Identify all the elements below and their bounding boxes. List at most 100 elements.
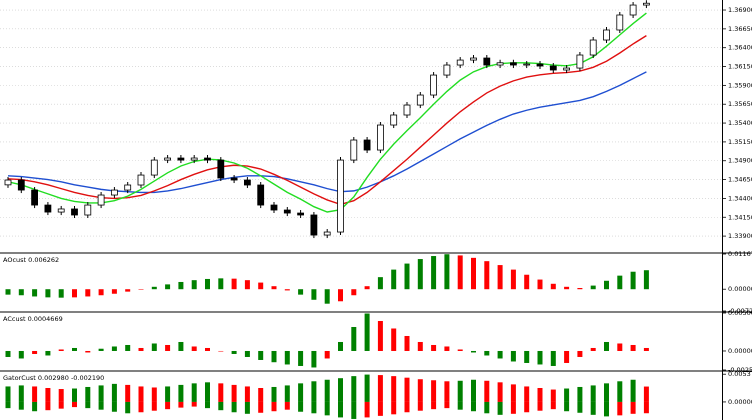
histogram-bar: [284, 401, 290, 410]
histogram-bar: [311, 350, 317, 368]
histogram-bar: [351, 401, 357, 419]
candle-body: [31, 189, 39, 206]
histogram-bar: [138, 289, 144, 290]
histogram-bar: [630, 344, 636, 351]
histogram-bar: [205, 401, 210, 409]
histogram-bar: [218, 383, 224, 402]
y-tick-label: 1.36650: [728, 25, 752, 33]
candle-body: [483, 57, 491, 66]
histogram-bar: [351, 376, 357, 402]
histogram-bar: [564, 388, 570, 402]
histogram-bar: [377, 320, 383, 351]
histogram-bar: [32, 289, 38, 297]
histogram-bar: [590, 401, 596, 415]
y-tick-label: 1.36900: [728, 6, 752, 14]
candle-body: [616, 14, 624, 31]
histogram-bar: [510, 384, 516, 402]
histogram-bar: [324, 350, 330, 359]
histogram-bar: [324, 289, 330, 304]
panel: [0, 0, 722, 239]
histogram-bar: [98, 385, 104, 402]
histogram-bar: [364, 374, 370, 402]
histogram-bar: [391, 269, 397, 290]
histogram-bar: [550, 389, 556, 402]
histogram-bar: [32, 386, 38, 402]
histogram-bar: [85, 350, 91, 353]
histogram-bar: [191, 383, 197, 402]
histogram-bar: [510, 350, 516, 362]
candle-body: [323, 231, 331, 236]
histogram-bar: [444, 381, 450, 402]
histogram-bar: [471, 401, 476, 412]
histogram-bar: [284, 385, 290, 402]
histogram-bar: [617, 401, 623, 416]
histogram-bar: [72, 401, 77, 408]
histogram-bar: [205, 382, 210, 402]
candle-body: [243, 179, 251, 186]
histogram-bar: [457, 349, 463, 351]
histogram-bar: [258, 388, 264, 402]
histogram-bar: [218, 401, 224, 411]
histogram-bar: [125, 344, 131, 351]
histogram-bar: [630, 379, 636, 402]
histogram-bar: [391, 376, 397, 402]
histogram-bar: [165, 284, 171, 290]
histogram-bar: [497, 401, 503, 415]
histogram-bar: [364, 313, 370, 351]
histogram-bar: [457, 380, 463, 402]
candle-body: [150, 159, 158, 176]
histogram-bar: [550, 350, 556, 366]
histogram-bar: [271, 286, 277, 290]
histogram-bar: [431, 380, 437, 402]
y-tick-label: 1.34650: [728, 176, 752, 184]
histogram-bar: [471, 379, 476, 402]
histogram-bar: [417, 379, 423, 402]
histogram-bar: [377, 277, 383, 290]
histogram-bar: [98, 401, 104, 410]
panel: [5, 374, 649, 419]
candle-body: [443, 64, 451, 76]
histogram-bar: [338, 378, 343, 402]
histogram-bar: [125, 384, 131, 402]
histogram-bar: [643, 386, 649, 402]
histogram-bar: [125, 289, 131, 292]
histogram-bar: [32, 401, 38, 412]
candle-body: [563, 67, 570, 71]
histogram-bar: [484, 261, 490, 290]
alligator-line: [7, 12, 647, 213]
histogram-bar: [444, 346, 450, 351]
candle-body: [217, 159, 225, 179]
histogram-bar: [617, 275, 623, 290]
histogram-bar: [431, 401, 437, 410]
histogram-bar: [630, 401, 636, 414]
histogram-bar: [484, 380, 490, 402]
histogram-bar: [311, 289, 317, 300]
histogram-bar: [231, 384, 237, 402]
candle-body: [57, 208, 65, 213]
histogram-bar: [590, 385, 596, 402]
histogram-bar: [431, 256, 437, 290]
candle-body: [177, 157, 185, 161]
histogram-bar: [417, 259, 423, 290]
y-tick-label: 1.35650: [728, 100, 752, 108]
histogram-bar: [98, 289, 104, 296]
candle-body: [589, 39, 597, 56]
histogram-bar: [244, 401, 250, 414]
histogram-bar: [577, 288, 583, 290]
candle-body: [390, 114, 398, 126]
histogram-bar: [178, 281, 184, 290]
histogram-bar: [471, 350, 476, 353]
histogram-bar: [404, 377, 410, 402]
histogram-bar: [577, 401, 583, 413]
candle-body: [297, 212, 305, 216]
panel-title: AOcust 0.006262: [3, 256, 59, 264]
candle-body: [496, 62, 504, 66]
y-tick-label: 0.0050668: [728, 309, 752, 317]
candle-body: [44, 204, 52, 213]
histogram-bar: [404, 401, 410, 413]
histogram-bar: [537, 388, 543, 402]
y-tick-label: 0.000000: [728, 398, 752, 406]
histogram-bar: [218, 350, 224, 352]
alligator-line: [7, 35, 647, 206]
